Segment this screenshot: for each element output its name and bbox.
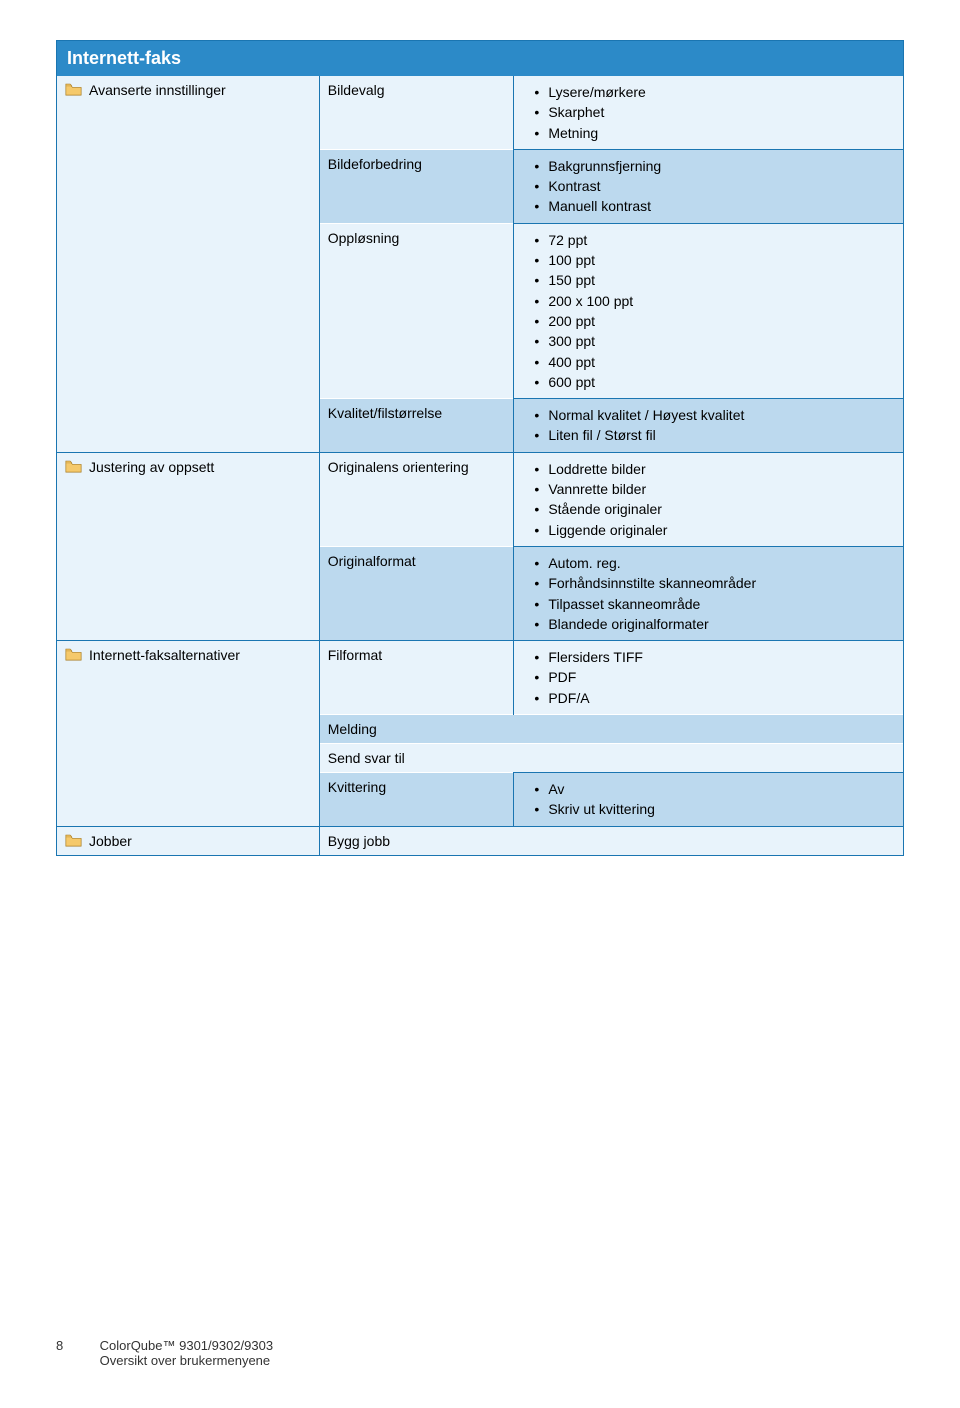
list-item: Bakgrunnsfjerning: [534, 156, 895, 176]
menu-table: Avanserte innstillingerBildevalgLysere/m…: [57, 76, 903, 855]
list-item: 200 ppt: [534, 311, 895, 331]
list-item: Loddrette bilder: [534, 459, 895, 479]
list-item: Liggende originaler: [534, 520, 895, 540]
list-item: Liten fil / Størst fil: [534, 425, 895, 445]
option-cell: Originalformat: [319, 546, 514, 640]
values-list: AvSkriv ut kvittering: [522, 779, 895, 820]
category-label: Jobber: [89, 833, 132, 849]
list-item: 300 ppt: [534, 331, 895, 351]
values-cell: Autom. reg.Forhåndsinnstilte skanneområd…: [514, 546, 903, 640]
folder-icon: [65, 648, 82, 662]
values-cell: 72 ppt100 ppt150 ppt200 x 100 ppt200 ppt…: [514, 223, 903, 398]
list-item: 150 ppt: [534, 270, 895, 290]
table-row: Avanserte innstillingerBildevalgLysere/m…: [57, 76, 903, 149]
table-row: Jobber Bygg jobb: [57, 826, 903, 855]
folder-icon: [65, 460, 82, 474]
list-item: Kontrast: [534, 176, 895, 196]
list-item: Skarphet: [534, 102, 895, 122]
category-label: Avanserte innstillinger: [89, 82, 226, 98]
values-cell: BakgrunnsfjerningKontrastManuell kontras…: [514, 149, 903, 223]
values-list: Autom. reg.Forhåndsinnstilte skanneområd…: [522, 553, 895, 634]
option-cell: Bildeforbedring: [319, 149, 514, 223]
list-item: 72 ppt: [534, 230, 895, 250]
list-item: Normal kvalitet / Høyest kvalitet: [534, 405, 895, 425]
values-cell: Normal kvalitet / Høyest kvalitetLiten f…: [514, 399, 903, 453]
list-item: Blandede originalformater: [534, 614, 895, 634]
values-list: 72 ppt100 ppt150 ppt200 x 100 ppt200 ppt…: [522, 230, 895, 392]
option-cell: Kvalitet/filstørrelse: [319, 399, 514, 453]
list-item: Skriv ut kvittering: [534, 799, 895, 819]
values-cell: Loddrette bilderVannrette bilderStående …: [514, 452, 903, 546]
option-cell: Bildevalg: [319, 76, 514, 149]
table-row: Internett-faksalternativerFilformatFlers…: [57, 641, 903, 715]
category-cell: Jobber: [57, 826, 319, 855]
list-item: Flersiders TIFF: [534, 647, 895, 667]
category-cell: Internett-faksalternativer: [57, 641, 319, 826]
values-list: Loddrette bilderVannrette bilderStående …: [522, 459, 895, 540]
menu-table-container: Internett-faks Avanserte innstillinger Bi…: [56, 40, 904, 856]
values-list: Lysere/mørkereSkarphetMetning: [522, 82, 895, 143]
list-item: 400 ppt: [534, 352, 895, 372]
list-item: Metning: [534, 123, 895, 143]
category-cell: Avanserte innstillinger: [57, 76, 319, 452]
list-item: Manuell kontrast: [534, 196, 895, 216]
list-item: Autom. reg.: [534, 553, 895, 573]
values-cell: Lysere/mørkereSkarphetMetning: [514, 76, 903, 149]
values-list: BakgrunnsfjerningKontrastManuell kontras…: [522, 156, 895, 217]
category-label: Internett-faksalternativer: [89, 647, 240, 663]
section-title: Internett-faks: [57, 41, 903, 76]
option-cell: Originalens orientering: [319, 452, 514, 546]
list-item: 600 ppt: [534, 372, 895, 392]
list-item: Tilpasset skanneområde: [534, 594, 895, 614]
option-cell: Send svar til: [319, 744, 903, 773]
option-cell: Kvittering: [319, 773, 514, 827]
values-list: Flersiders TIFFPDFPDF/A: [522, 647, 895, 708]
values-cell: AvSkriv ut kvittering: [514, 773, 903, 827]
values-cell: Flersiders TIFFPDFPDF/A: [514, 641, 903, 715]
option-cell: Oppløsning: [319, 223, 514, 398]
list-item: Lysere/mørkere: [534, 82, 895, 102]
category-label: Justering av oppsett: [89, 459, 214, 475]
list-item: Av: [534, 779, 895, 799]
option-cell: Filformat: [319, 641, 514, 715]
page-number: 8: [56, 1338, 96, 1353]
list-item: 100 ppt: [534, 250, 895, 270]
footer-line1: ColorQube™ 9301/9302/9303: [100, 1338, 273, 1353]
footer-line2: Oversikt over brukermenyene: [100, 1353, 271, 1368]
list-item: Vannrette bilder: [534, 479, 895, 499]
table-row: Justering av oppsett Originalens orienter…: [57, 452, 903, 546]
category-cell: Justering av oppsett: [57, 452, 319, 640]
folder-icon: [65, 834, 82, 848]
list-item: Forhåndsinnstilte skanneområder: [534, 573, 895, 593]
option-cell: Melding: [319, 715, 903, 744]
option-cell: Bygg jobb: [319, 826, 903, 855]
list-item: 200 x 100 ppt: [534, 291, 895, 311]
folder-icon: [65, 83, 82, 97]
list-item: Stående originaler: [534, 499, 895, 519]
page-footer: 8 ColorQube™ 9301/9302/9303 Oversikt ove…: [56, 1338, 273, 1368]
list-item: PDF/A: [534, 688, 895, 708]
list-item: PDF: [534, 667, 895, 687]
values-list: Normal kvalitet / Høyest kvalitetLiten f…: [522, 405, 895, 446]
